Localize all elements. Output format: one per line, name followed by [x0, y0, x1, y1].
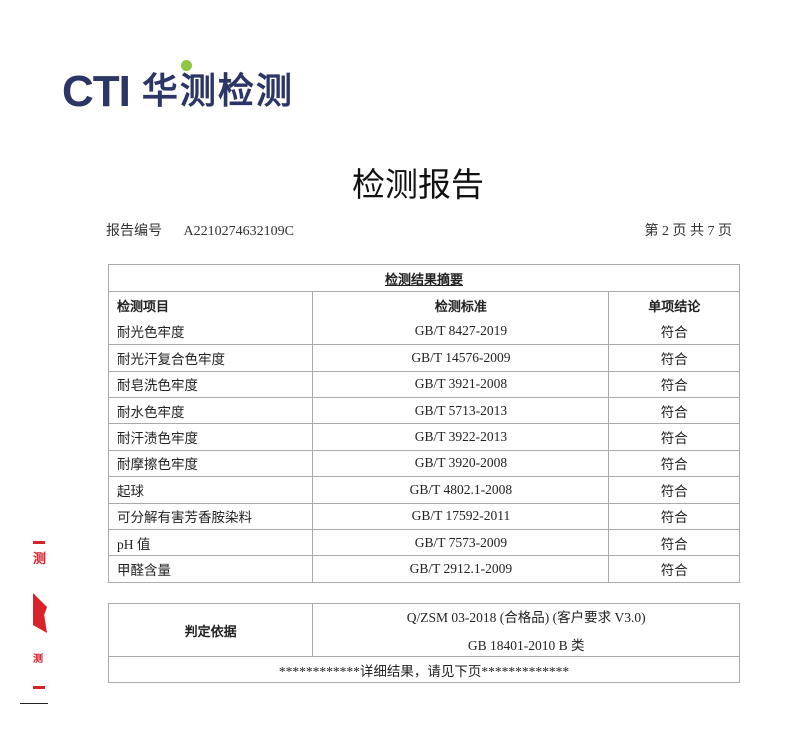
- table-row: 耐汗渍色牢度 GB/T 3922-2013 符合: [109, 423, 739, 450]
- judgment-footer: ************详细结果，请见下页*************: [278, 663, 570, 679]
- test-item: 耐皂洗色牢度: [117, 378, 198, 394]
- test-item: 甲醛含量: [117, 562, 171, 578]
- logo-name: 华测检测: [141, 71, 294, 112]
- test-item: 可分解有害芳香胺染料: [117, 510, 252, 526]
- judgment-line-2: GB 18401-2010 B 类: [467, 638, 585, 653]
- test-conclusion: 符合: [608, 397, 739, 424]
- table-row: 可分解有害芳香胺染料 GB/T 17592-2011 符合: [109, 502, 739, 529]
- summary-title-row: 检测结果摘要: [109, 265, 739, 291]
- test-conclusion: 符合: [608, 371, 739, 397]
- header-conclusion: 单项结论: [608, 292, 739, 318]
- test-conclusion: 符合: [608, 556, 739, 582]
- test-conclusion: 符合: [608, 345, 739, 371]
- test-item: pH 值: [117, 536, 151, 552]
- test-item: 耐水色牢度: [117, 404, 185, 420]
- test-standard: GB/T 2912.1-2009: [312, 556, 608, 582]
- report-number: 报告编号 A2210274632109C: [106, 220, 294, 240]
- test-conclusion: 符合: [608, 477, 739, 503]
- page-title: 检测报告: [352, 165, 484, 204]
- test-item: 耐摩擦色牢度: [117, 457, 198, 473]
- test-item: 耐光色牢度: [117, 324, 185, 340]
- header-item: 检测项目: [117, 299, 170, 315]
- report-number-label: 报告编号: [106, 224, 162, 239]
- table-row: 甲醛含量 GB/T 2912.1-2009 符合: [109, 555, 739, 582]
- test-conclusion: 符合: [608, 317, 739, 345]
- page-info: 第 2 页 共 7 页: [644, 224, 733, 239]
- table-row: 耐光汗复合色牢度 GB/T 14576-2009 符合: [109, 344, 739, 371]
- summary-title: 检测结果摘要: [384, 272, 463, 288]
- test-standard: GB/T 3922-2013: [312, 424, 608, 450]
- test-conclusion: 符合: [608, 503, 739, 529]
- table-row: 耐光色牢度 GB/T 8427-2019 符合: [109, 317, 739, 345]
- judgment-footer-row: ************详细结果，请见下页*************: [109, 656, 739, 682]
- summary-header-row: 检测项目 检测标准 单项结论: [109, 291, 739, 318]
- test-conclusion: 符合: [608, 424, 739, 450]
- test-conclusion: 符合: [608, 450, 739, 477]
- test-standard: GB/T 8427-2019: [312, 317, 608, 345]
- test-standard: GB/T 14576-2009: [312, 345, 608, 371]
- report-number-value: A2210274632109C: [183, 224, 294, 239]
- table-row: 起球 GB/T 4802.1-2008 符合: [109, 476, 739, 503]
- table-row: 耐水色牢度 GB/T 5713-2013 符合: [109, 396, 739, 424]
- test-item: 起球: [117, 483, 144, 499]
- table-row: 耐摩擦色牢度 GB/T 3920-2008 符合: [109, 449, 739, 477]
- test-standard: GB/T 4802.1-2008: [312, 477, 608, 503]
- logo-brand: CTI: [62, 67, 131, 116]
- test-item: 耐光汗复合色牢度: [117, 351, 225, 367]
- test-conclusion: 符合: [608, 529, 739, 556]
- company-logo: CTI 华测检测: [62, 60, 294, 116]
- table-row: 耐皂洗色牢度 GB/T 3921-2008 符合: [109, 370, 739, 397]
- summary-table: 检测结果摘要 检测项目 检测标准 单项结论 耐光色牢度 GB/T 8427-201…: [108, 264, 740, 583]
- header-standard: 检测标准: [312, 292, 608, 318]
- judgment-line-1: Q/ZSM 03-2018 (合格品) (客户要求 V3.0): [406, 610, 646, 625]
- table-row: pH 值 GB/T 7573-2009 符合: [109, 528, 739, 556]
- judgment-row: 判定依据 Q/ZSM 03-2018 (合格品) (客户要求 V3.0) GB …: [109, 604, 739, 656]
- logo-dot: [181, 60, 192, 71]
- test-standard: GB/T 3921-2008: [312, 371, 608, 397]
- test-standard: GB/T 17592-2011: [312, 503, 608, 529]
- test-standard: GB/T 5713-2013: [312, 397, 608, 424]
- test-item: 耐汗渍色牢度: [117, 431, 198, 447]
- test-standard: GB/T 7573-2009: [312, 529, 608, 556]
- judgment-label: 判定依据: [184, 624, 237, 640]
- judgment-table: 判定依据 Q/ZSM 03-2018 (合格品) (客户要求 V3.0) GB …: [108, 603, 740, 684]
- test-standard: GB/T 3920-2008: [312, 450, 608, 477]
